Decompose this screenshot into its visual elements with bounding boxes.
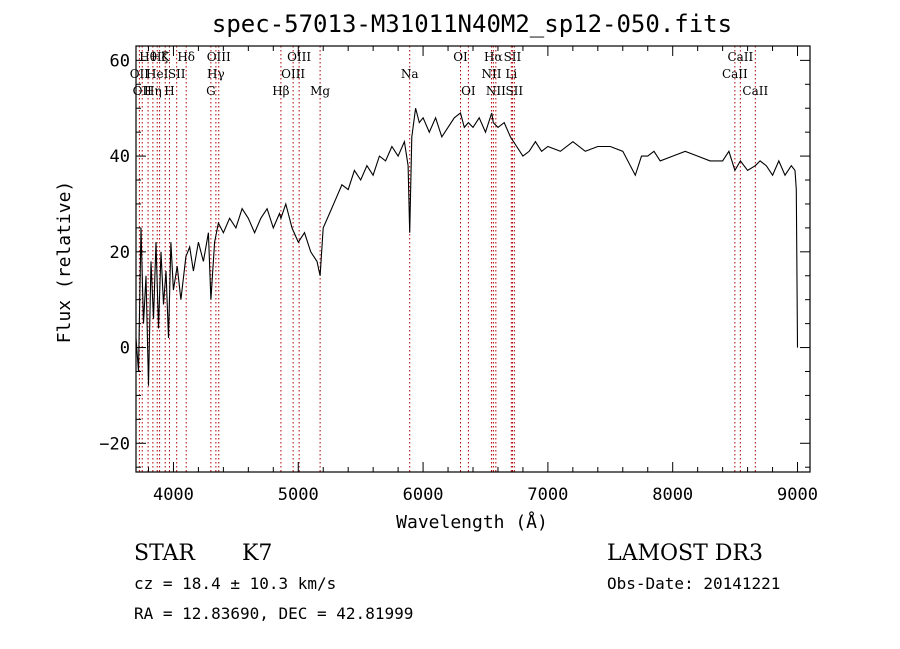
- y-tick-label: 20: [110, 243, 130, 263]
- object-subclass: K7: [242, 541, 272, 566]
- line-label: OI: [453, 50, 468, 64]
- line-label: Na: [401, 67, 419, 81]
- y-axis-label: Flux (relative): [54, 181, 75, 344]
- line-label: SII: [505, 84, 523, 98]
- line-labels: OIIOIIHθHηHeIHζKHSIIHδGHγOIIIHβOIIIOIIIM…: [130, 50, 769, 98]
- y-axis-ticks: −20 0 20 40 60: [99, 51, 810, 468]
- line-markers: [138, 46, 756, 472]
- line-label: Hγ: [207, 67, 225, 81]
- line-label: OII: [133, 84, 153, 98]
- line-label: OII: [130, 67, 150, 81]
- line-label: Hη: [144, 84, 162, 98]
- line-label: NII: [486, 84, 506, 98]
- x-tick-label: 4000: [153, 485, 194, 505]
- line-label: Hα: [484, 50, 503, 64]
- ra-dec: RA = 12.83690, DEC = 42.81999: [134, 604, 413, 623]
- object-class: STAR: [134, 541, 196, 566]
- line-label: Hζ: [151, 50, 168, 64]
- line-label: CaII: [727, 50, 753, 64]
- spectrum-line: [135, 108, 799, 386]
- y-tick-label: 40: [110, 147, 130, 167]
- line-label: NII: [481, 67, 501, 81]
- y-tick-label: 60: [110, 51, 130, 71]
- line-label: CaII: [722, 67, 748, 81]
- line-label: OIII: [281, 67, 305, 81]
- line-label: G: [206, 84, 216, 98]
- plot-frame: [135, 45, 811, 473]
- x-tick-label: 6000: [403, 485, 444, 505]
- line-label: OIII: [287, 50, 311, 64]
- x-axis-label: Wavelength (Å): [396, 511, 548, 533]
- line-label: SII: [504, 50, 522, 64]
- x-tick-label: 8000: [652, 485, 693, 505]
- obs-date: Obs-Date: 20141221: [607, 574, 780, 593]
- line-label: SII: [168, 67, 186, 81]
- line-label: CaII: [742, 84, 768, 98]
- line-label: K: [161, 50, 171, 64]
- x-tick-label: 9000: [777, 485, 818, 505]
- line-label: HeI: [146, 67, 169, 81]
- x-tick-label: 7000: [527, 485, 568, 505]
- survey-name: LAMOST DR3: [607, 541, 763, 566]
- line-label: Hδ: [177, 50, 195, 64]
- line-label: H: [164, 84, 174, 98]
- line-label: OIII: [207, 50, 231, 64]
- chart-title: spec-57013-M31011N40M2_sp12-050.fits: [212, 10, 732, 38]
- line-label: Li: [505, 67, 517, 81]
- line-label: OI: [461, 84, 476, 98]
- line-label: Hβ: [272, 84, 289, 98]
- line-label: Mg: [310, 84, 330, 98]
- x-tick-label: 5000: [278, 485, 319, 505]
- x-axis-ticks: 4000 5000 6000 7000 8000 9000: [147, 46, 818, 505]
- y-tick-label: 0: [120, 339, 130, 359]
- y-tick-label: −20: [99, 434, 130, 454]
- redshift-text: cz = 18.4 ± 10.3 km/s: [134, 574, 336, 593]
